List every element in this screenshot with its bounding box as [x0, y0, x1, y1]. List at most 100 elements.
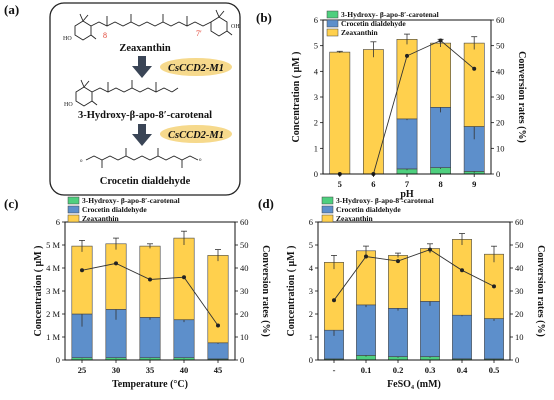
enzyme-badge-1	[160, 58, 232, 76]
x-tick-label: 6	[371, 179, 375, 189]
y2-tick-label: 40	[515, 263, 524, 273]
bar-segment	[207, 342, 229, 360]
y2-tick-label: 40	[496, 66, 505, 76]
bar-segment	[452, 314, 472, 360]
x-tick-label: 0.5	[489, 365, 500, 375]
bar-segment	[452, 239, 472, 316]
bar-segment	[388, 255, 408, 309]
y2-tick-label: 0	[515, 355, 519, 365]
legend-swatch	[67, 205, 80, 214]
bar-segment	[362, 49, 384, 175]
x-tick-label: 30	[112, 365, 121, 375]
bar-segment	[139, 245, 161, 318]
x-tick-label: 40	[180, 365, 189, 375]
y-tick-label: 2	[309, 309, 313, 319]
conversion-rate-point	[472, 66, 477, 71]
y-tick-label: 0	[314, 169, 318, 179]
x-tick-label: 35	[146, 365, 155, 375]
legend-label: 3-Hydroxy- β-apo-8′-carotenal	[82, 196, 180, 205]
y2-axis-label: Conversion rates (%)	[260, 245, 271, 337]
legend-label: Crocetin dialdehyde	[336, 205, 401, 214]
legend-swatch	[67, 196, 80, 205]
bar-segment	[139, 317, 161, 358]
ho-label-2: HO	[64, 102, 73, 108]
y2-tick-label: 10	[496, 143, 505, 153]
y-axis-label: Concentration ( μM )	[33, 246, 44, 337]
x-axis-label: pH	[400, 189, 414, 200]
legend-swatch	[321, 205, 334, 214]
y2-axis-label: Conversion rates (%)	[535, 245, 546, 337]
bar-segment	[207, 255, 229, 344]
y-tick-label: 6	[56, 217, 60, 227]
y-axis-label: Concentration ( μM )	[286, 246, 297, 337]
conversion-rate-point	[332, 298, 336, 303]
apocarotenal-structure	[75, 79, 179, 107]
x-tick-label: 0.3	[425, 365, 436, 375]
y-tick-label: 6	[309, 217, 313, 227]
bar-segment	[484, 318, 504, 360]
compound-crocetin-dialdehyde: Crocetin dialdehyde	[100, 176, 191, 187]
legend-swatch	[321, 196, 334, 205]
y2-tick-label: 10	[515, 332, 524, 342]
x-tick-label: 25	[78, 365, 87, 375]
y-tick-label: 1	[309, 332, 313, 342]
conversion-rate-point	[114, 261, 118, 266]
bar-segment	[420, 301, 440, 357]
bar-segment	[105, 243, 127, 310]
y2-tick-label: 20	[496, 118, 505, 128]
y2-tick-label: 0	[496, 169, 500, 179]
x-axis-label: FeSO₄ (mM)	[387, 379, 441, 390]
bar-segment	[396, 118, 418, 170]
ho-label: HO	[63, 36, 72, 42]
legend-swatch	[326, 10, 339, 19]
y-tick-label: 6	[314, 15, 318, 25]
arrow-down-icon	[132, 56, 152, 78]
conversion-rate-point	[182, 275, 186, 280]
conversion-rate-point	[438, 38, 443, 43]
compound-zeaxanthin: Zeaxanthin	[119, 43, 171, 54]
legend-swatch	[326, 19, 339, 28]
bar-segment	[356, 250, 376, 306]
cleavage-site-7prime: 7′	[196, 29, 202, 38]
legend-label: 3-Hydroxy- β-apo-8′-carotenal	[341, 10, 439, 19]
x-tick-label: 9	[472, 179, 476, 189]
y-tick-label: 5	[309, 240, 313, 250]
crocetin-dialdehyde-structure	[85, 148, 199, 168]
bar-segment	[71, 245, 93, 315]
arrow-down-icon-2	[132, 124, 152, 146]
enzyme-label-2: CsCCD2-M1	[168, 130, 224, 141]
conversion-rate-point	[216, 323, 220, 328]
scheme-frame	[49, 2, 241, 196]
conversion-rate-point	[460, 268, 464, 273]
y2-tick-label: 30	[496, 92, 505, 102]
panel-letter-a: (a)	[4, 2, 19, 17]
y-tick-label: 4	[314, 66, 319, 76]
conversion-rate-point	[492, 284, 496, 289]
aldehyde-o-right: o	[199, 158, 202, 163]
cleavage-site-8: 8	[103, 31, 107, 40]
compound-apocarotenal: 3-Hydroxy-β-apo-8′-carotenal	[78, 110, 212, 121]
x-tick-label: 5	[338, 179, 342, 189]
bar-segment	[329, 51, 351, 175]
oh-label: OH	[231, 24, 240, 30]
enzyme-label-1: CsCCD2-M1	[168, 63, 224, 74]
legend-label: Zeaxanthin	[341, 28, 379, 37]
bar-segment	[430, 107, 452, 168]
y-tick-label: 2 M	[46, 309, 60, 319]
conversion-rate-point	[396, 259, 400, 264]
y-tick-label: 0	[309, 355, 313, 365]
y2-tick-label: 40	[240, 263, 249, 273]
legend-swatch	[326, 28, 339, 37]
bar-segment	[430, 42, 452, 108]
y-tick-label: 3 M	[46, 286, 60, 296]
conversion-rate-point	[405, 53, 409, 58]
legend-swatch	[321, 214, 334, 223]
panel-letter: (b)	[256, 10, 272, 25]
aldehyde-o-left: o	[80, 159, 83, 164]
conversion-rate-point	[80, 268, 84, 273]
bar-segment	[356, 304, 376, 356]
panel-letter: (c)	[4, 196, 18, 211]
